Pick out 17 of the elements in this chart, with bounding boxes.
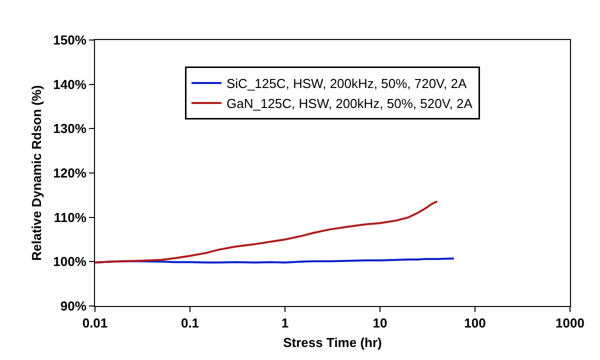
x-tick-label: 0.01 (82, 316, 108, 331)
x-axis-title: Stress Time (hr) (283, 335, 382, 350)
y-tick-label: 110% (54, 210, 87, 225)
x-tick-label: 100 (464, 316, 486, 331)
x-tick-label: 1 (281, 316, 289, 331)
legend-label: GaN_125C, HSW, 200kHz, 50%, 520V, 2A (226, 96, 473, 112)
x-tick-label: 10 (372, 316, 388, 331)
y-tick-label: 120% (53, 166, 87, 181)
x-tick-label: 1000 (556, 316, 584, 331)
y-tick-label: 150% (53, 32, 87, 48)
y-tick-label: 130% (53, 121, 87, 136)
y-axis-title: Relative Dynamic Rdson (%) (29, 85, 44, 261)
y-tick-label: 140% (53, 76, 87, 92)
x-tick-label: 0.1 (180, 316, 200, 331)
y-tick-label: 100% (53, 254, 87, 270)
legend-label: SiC_125C, HSW, 200kHz, 50%, 720V, 2A (226, 76, 467, 92)
y-tick-label: 90% (60, 298, 87, 314)
